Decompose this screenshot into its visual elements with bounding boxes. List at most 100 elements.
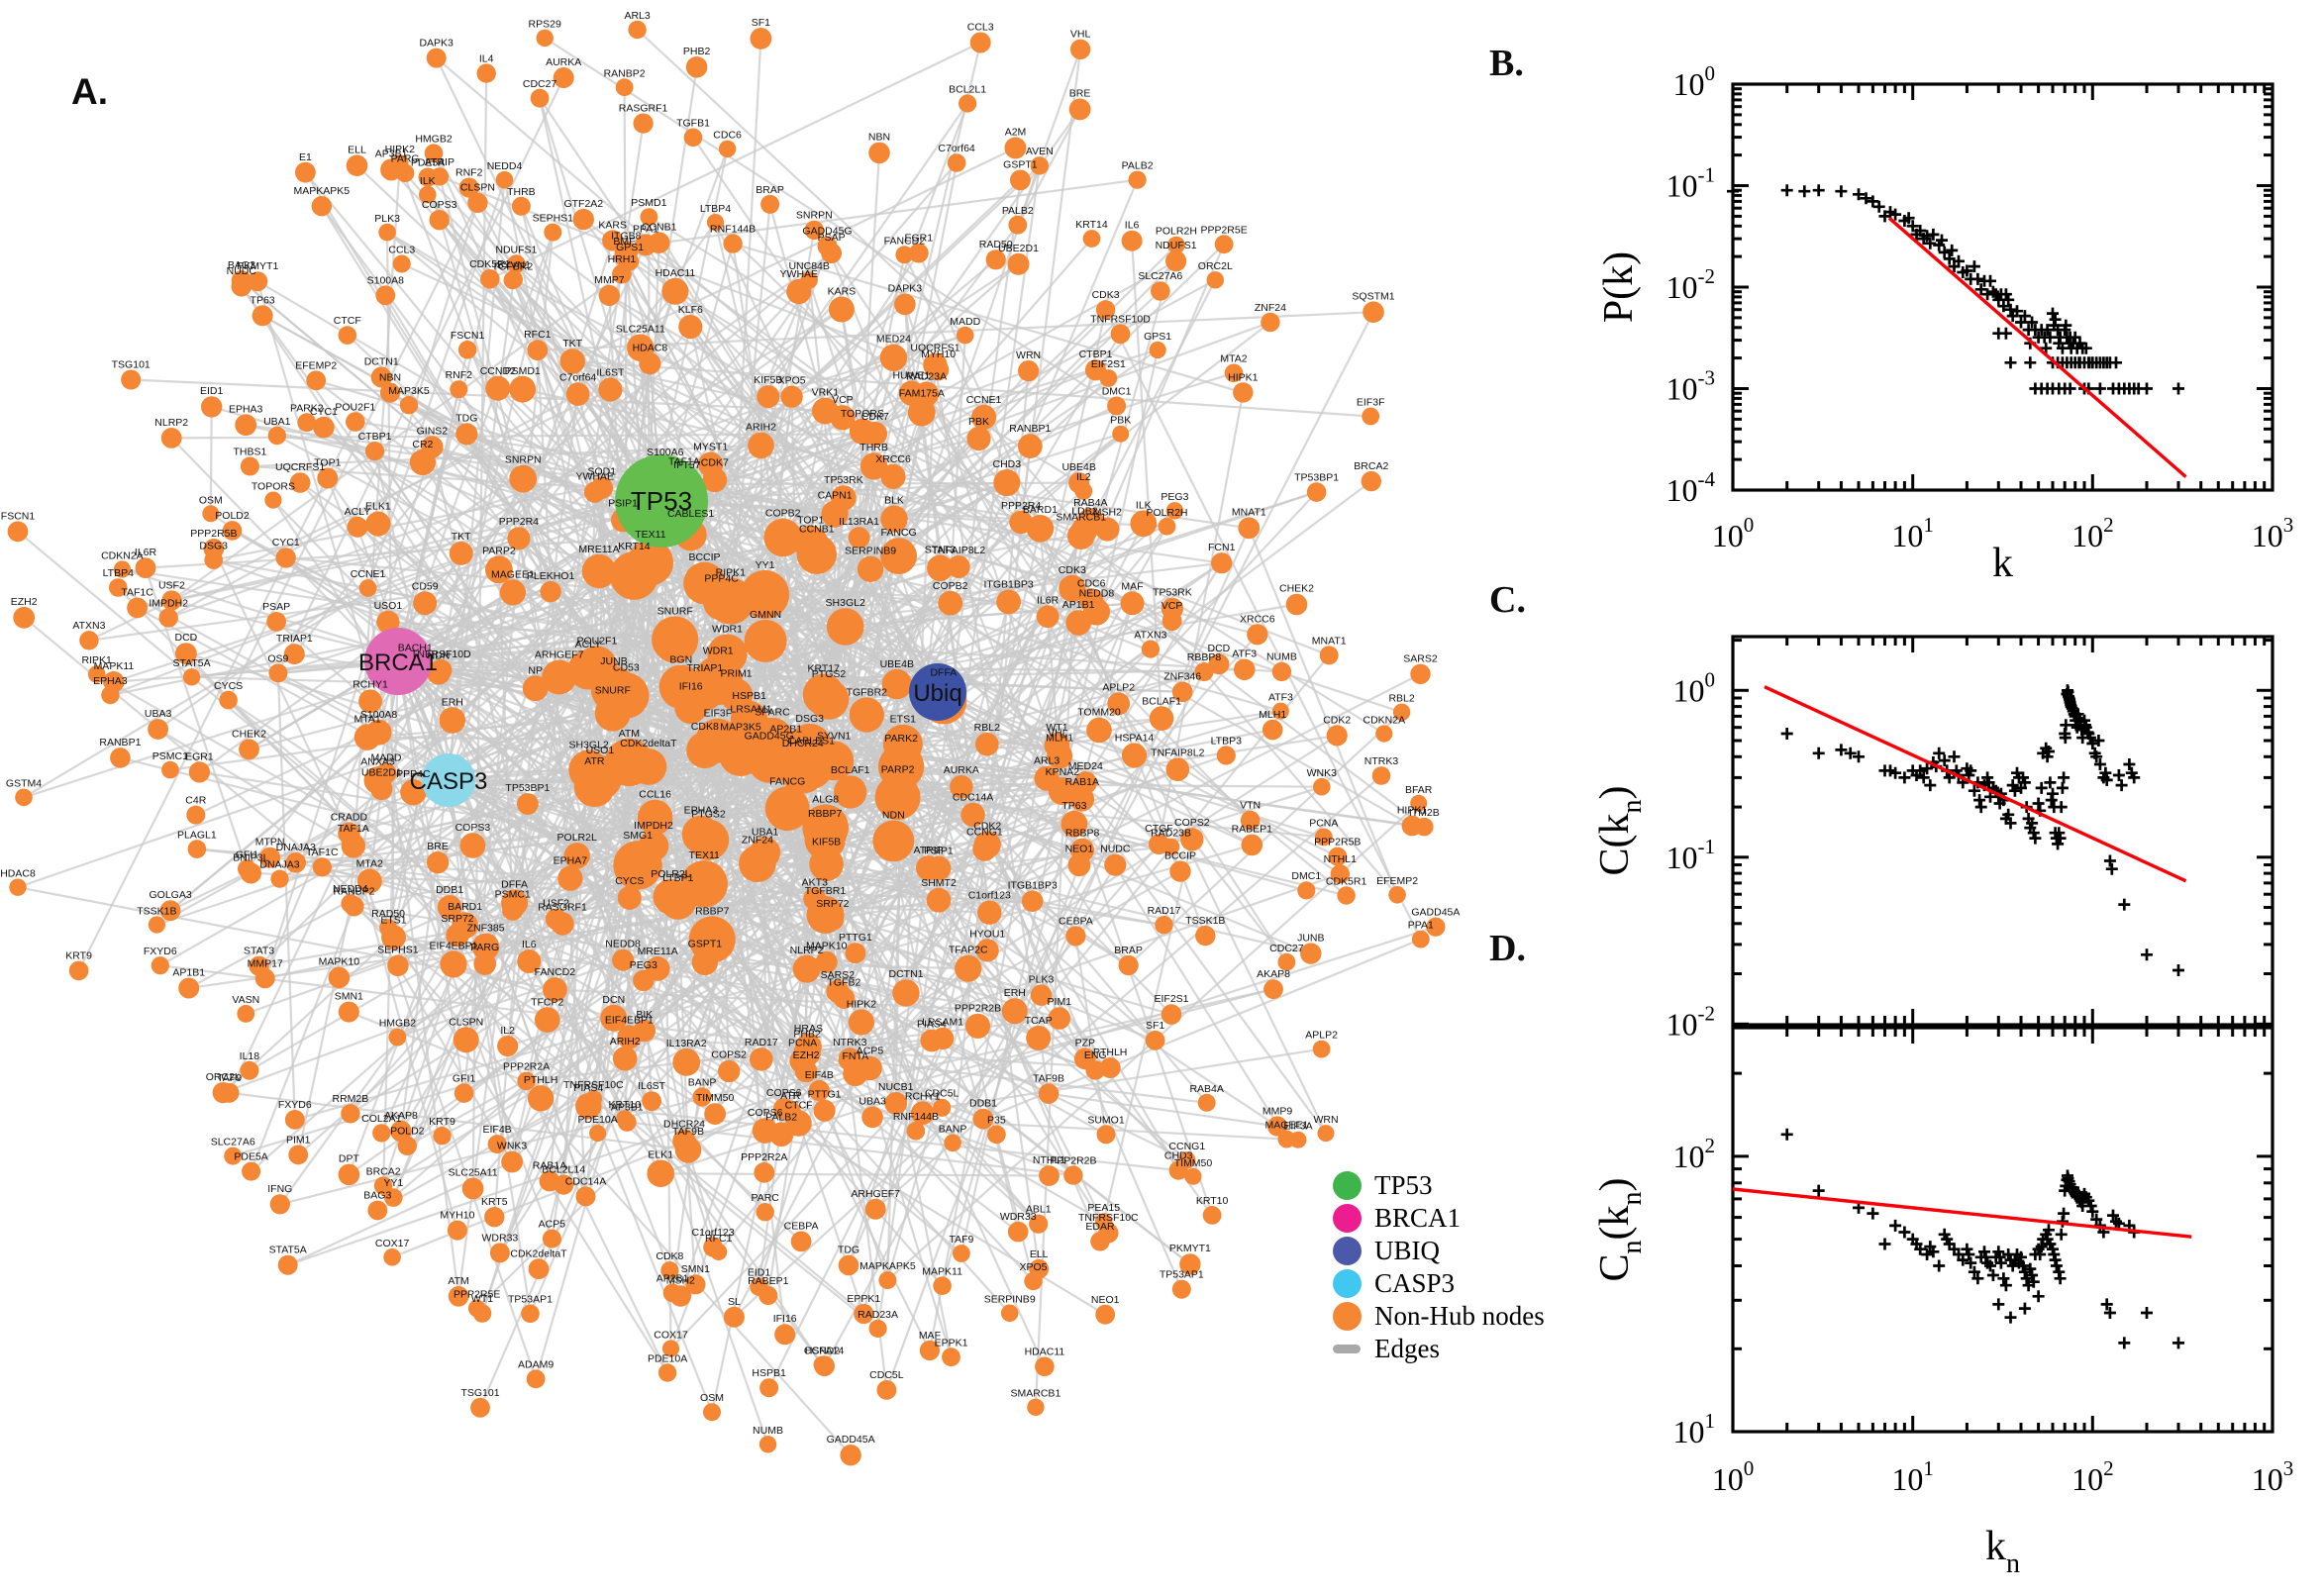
network-node: [439, 707, 466, 734]
network-edge: [397, 574, 635, 663]
network-edge: [575, 66, 698, 856]
gene-label: MTA2: [356, 858, 383, 870]
network-node: [1169, 860, 1191, 882]
network-node: [857, 555, 884, 582]
network-node: [530, 88, 550, 108]
network-node: [341, 1104, 360, 1124]
gene-label: MTA1: [354, 713, 380, 725]
network-edge: [287, 1037, 944, 1266]
network-node: [430, 167, 450, 186]
gene-label: HMGB2: [379, 1018, 417, 1030]
network-node: [557, 865, 583, 891]
gene-label: DDB1: [969, 1098, 997, 1110]
gene-label: ATF3: [1232, 648, 1257, 660]
tick-label: 10-1: [1666, 835, 1716, 875]
gene-label: ATM: [619, 728, 640, 740]
network-node: [854, 1303, 874, 1325]
gene-label: PIAS4: [917, 1019, 947, 1031]
gene-label: YY1: [756, 559, 775, 571]
plot-frame: [1731, 1026, 2274, 1434]
network-node: [1426, 917, 1446, 937]
network-edge: [248, 500, 662, 750]
gene-label: TFAP2C: [949, 945, 988, 956]
gene-label: PDE10A: [577, 1114, 617, 1126]
gene-label: RAD17: [1148, 905, 1181, 917]
gene-label: TSSK1B: [1185, 915, 1225, 927]
network-node: [817, 236, 838, 256]
network-edge: [874, 774, 1382, 1211]
gene-label: PPP2R5E: [1200, 224, 1247, 236]
gene-label: RNF2: [455, 167, 483, 179]
gene-label: S100A8: [367, 275, 405, 287]
network-node: [1063, 1165, 1083, 1185]
network-node: [399, 396, 419, 415]
network-edge: [476, 202, 939, 693]
network-node: [242, 1161, 261, 1181]
gene-label: IL13RA1: [839, 516, 879, 528]
gene-label: THBS1: [233, 447, 266, 458]
gene-label: NEDD4: [333, 883, 368, 895]
network-node: [240, 456, 259, 476]
gene-label: SYVN1: [817, 730, 852, 742]
legend-label: Edges: [1374, 1334, 1440, 1363]
gene-label: TP53BP1: [505, 782, 550, 794]
gene-label: CTCF: [785, 1099, 813, 1111]
network-node: [1326, 725, 1348, 747]
network-node: [1099, 1057, 1121, 1078]
network-node: [610, 551, 658, 600]
gene-label: VASN: [232, 994, 259, 1006]
network-node: [254, 968, 275, 989]
network-node: [113, 560, 131, 578]
network-node: [647, 1159, 674, 1188]
gene-label: ATRIP: [914, 845, 944, 856]
network-node: [826, 608, 864, 646]
network-node: [159, 900, 181, 921]
network-node: [289, 472, 311, 493]
gene-label: PHB2: [683, 46, 711, 57]
network-edge: [17, 530, 716, 1115]
gene-label: TAF1C: [121, 587, 153, 599]
network-edge: [513, 244, 1177, 904]
gene-label: TP53AP1: [508, 1294, 553, 1306]
gene-label: CYCS: [615, 875, 644, 887]
network-node: [881, 668, 912, 700]
gene-label: PARP2: [482, 546, 516, 557]
gene-label: HIPK1: [1397, 805, 1428, 817]
network-edge: [213, 558, 939, 694]
gene-label: BRCA2: [1354, 460, 1388, 472]
network-node: [926, 887, 952, 913]
network-node: [1110, 324, 1131, 345]
network-node: [710, 1243, 728, 1260]
network-node: [658, 664, 703, 709]
gene-label: MAF: [919, 1330, 941, 1342]
network-node: [759, 1378, 779, 1398]
gene-label: RANBP2: [604, 67, 646, 79]
gene-label: HRH1: [608, 253, 637, 265]
gene-label: C7orf64: [559, 371, 597, 383]
gene-label: MADD: [950, 316, 980, 328]
gene-label: PIM1: [286, 1135, 311, 1147]
gene-label: KARS: [828, 286, 857, 298]
network-node: [563, 843, 590, 869]
gene-label: TP53RK: [1153, 587, 1192, 599]
network-node: [1202, 1206, 1222, 1225]
network-node: [240, 1060, 259, 1080]
network-node: [686, 731, 724, 769]
gene-label: COPS6: [748, 1107, 783, 1119]
gene-label: STAT5A: [269, 1245, 307, 1256]
gene-label: CCNG1: [1168, 1141, 1205, 1152]
network-node: [269, 1194, 290, 1215]
network-node: [188, 761, 210, 783]
network-node: [509, 375, 537, 403]
network-node: [502, 899, 524, 921]
gene-label: SMN1: [681, 1263, 710, 1275]
network-node: [148, 916, 165, 934]
network-edge: [1048, 1092, 1278, 1128]
network-edge: [572, 359, 1371, 418]
network-edge: [1029, 405, 1118, 448]
network-edge: [982, 416, 1398, 896]
network-edge: [448, 491, 1317, 782]
gene-label: PLK3: [1029, 973, 1055, 985]
network-node: [517, 949, 542, 973]
network-node: [1410, 663, 1431, 684]
